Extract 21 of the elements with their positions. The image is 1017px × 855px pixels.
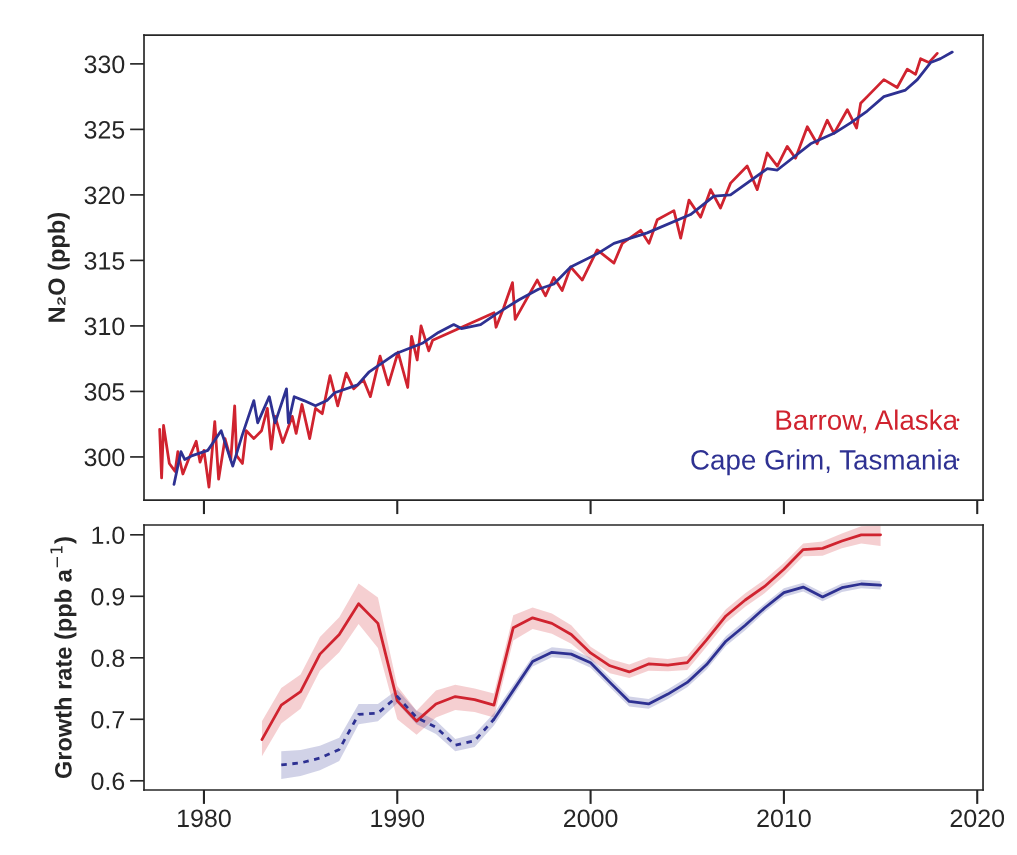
y-tick-label: 305 [84,383,125,401]
x-tick-label: 2020 [950,809,1005,828]
y-tick-label: 0.8 [91,649,125,668]
x-tick-label: 1990 [371,809,425,828]
y-axis-title: N₂O (ppb) [47,213,70,322]
x-tick-label: 1980 [178,809,231,828]
y-tick-label: 0.6 [91,772,125,791]
y-tick-label: 310 [84,317,125,336]
legend-label: Barrow, Alaska [776,409,959,434]
y-tick-label: 315 [84,252,125,270]
y-tick-label: 1.0 [92,526,125,545]
y-tick-label: 300 [84,448,125,467]
y-tick-label: 0.9 [91,587,125,606]
y-tick-label: 0.7 [91,710,125,729]
y-tick-label: 320 [84,186,125,205]
x-tick-label: 2000 [564,809,618,828]
legend-label: Cape Grim, Tasmania [691,449,959,476]
x-tick-label: 2010 [757,809,811,828]
y-axis-title: Growth rate (ppb a$^{−1}$) [50,537,77,779]
y-tick-label: 330 [84,55,125,74]
y-tick-label: 325 [84,120,125,139]
